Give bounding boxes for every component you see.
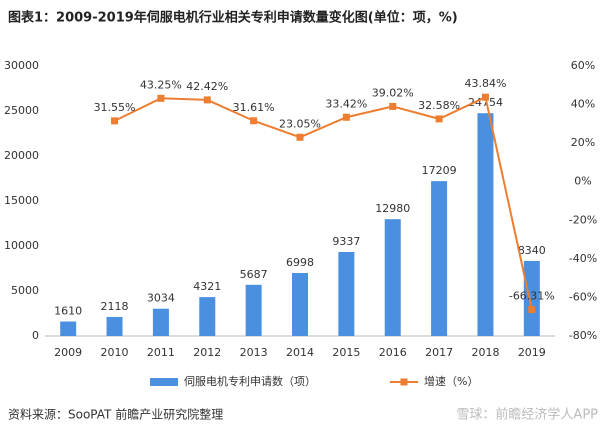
bar [60,321,77,336]
bar-value-label: 2118 [101,300,129,313]
y-tick-label: 10000 [4,239,39,252]
line-value-label: 42.42% [186,80,228,93]
bar [199,297,216,336]
legend-swatch [150,378,178,386]
line-marker [481,93,489,101]
y-tick-label: 25000 [4,104,39,117]
y2-tick-label: 60% [571,59,595,72]
line-marker [435,115,443,123]
y-tick-label: 5000 [11,284,39,297]
x-tick-label: 2014 [286,346,314,359]
x-tick-label: 2017 [425,346,453,359]
line-value-label: 31.61% [233,101,275,114]
line-marker [296,133,304,141]
x-tick-label: 2018 [471,346,499,359]
line-value-label: 39.02% [372,86,414,99]
x-tick-label: 2019 [518,346,546,359]
legend-swatch [400,378,408,386]
x-tick-label: 2009 [54,346,82,359]
line-marker [389,102,397,110]
legend-label: 增速（%） [424,374,478,388]
x-tick-label: 2010 [101,346,129,359]
y2-tick-label: -40% [569,252,597,265]
chart-title: 图表1：2009-2019年伺服电机行业相关专利申请数量变化图(单位：项，%) [8,10,458,26]
bar [292,273,308,336]
bar-value-label: 3034 [147,292,175,305]
bar-value-label: 1610 [54,305,82,318]
line-value-label: 31.55% [94,101,136,114]
x-tick-label: 2011 [147,346,175,359]
y-tick-label: 0 [32,329,39,342]
source: 资料来源：SooPAT 前瞻产业研究院整理 [8,407,223,422]
bar-value-label: 6998 [286,256,314,269]
x-tick-label: 2015 [332,346,360,359]
y2-tick-label: 40% [571,98,595,111]
line-marker [203,96,211,104]
bar-value-label: 8340 [518,244,546,257]
bar-value-label: 12980 [375,202,410,215]
bar [431,181,448,336]
watermark: 雪球：前瞻经济学人APP [456,407,598,423]
x-tick-label: 2013 [240,346,268,359]
line-value-label: 43.84% [464,77,506,90]
y2-tick-label: -80% [569,329,597,342]
y-tick-label: 15000 [4,194,39,207]
bar [523,260,540,336]
line [114,95,533,310]
line-value-label: 43.25% [140,78,182,91]
bar-value-label: 9337 [332,235,360,248]
bar-value-label: 4321 [193,280,221,293]
y2-tick-label: -20% [569,213,597,226]
line-value-label: 33.42% [325,97,367,110]
legend-label: 伺服电机专利申请数（项） [184,374,316,388]
line-marker [157,94,165,102]
line-marker [111,117,119,125]
line-value-label: 32.58% [418,99,460,112]
bar [152,308,169,336]
bar [106,316,123,336]
x-tick-label: 2012 [193,346,221,359]
y2-tick-label: 0% [574,175,591,188]
bar-value-label: 17209 [422,164,457,177]
line-value-label: 23.05% [279,117,321,130]
x-tick-label: 2016 [379,346,407,359]
y-tick-label: 30000 [4,59,39,72]
bar [245,284,262,336]
bar-value-label: 24754 [468,96,503,109]
bar [338,251,355,336]
y2-tick-label: 20% [571,136,595,149]
line-value-label: -66.31% [509,290,555,303]
bar [384,219,401,336]
line-marker [528,306,536,314]
y-tick-label: 20000 [4,149,39,162]
line-marker [342,113,350,121]
bar [477,113,494,337]
line-marker [250,117,258,125]
y2-tick-label: -60% [569,290,597,303]
bar-value-label: 5687 [240,268,268,281]
